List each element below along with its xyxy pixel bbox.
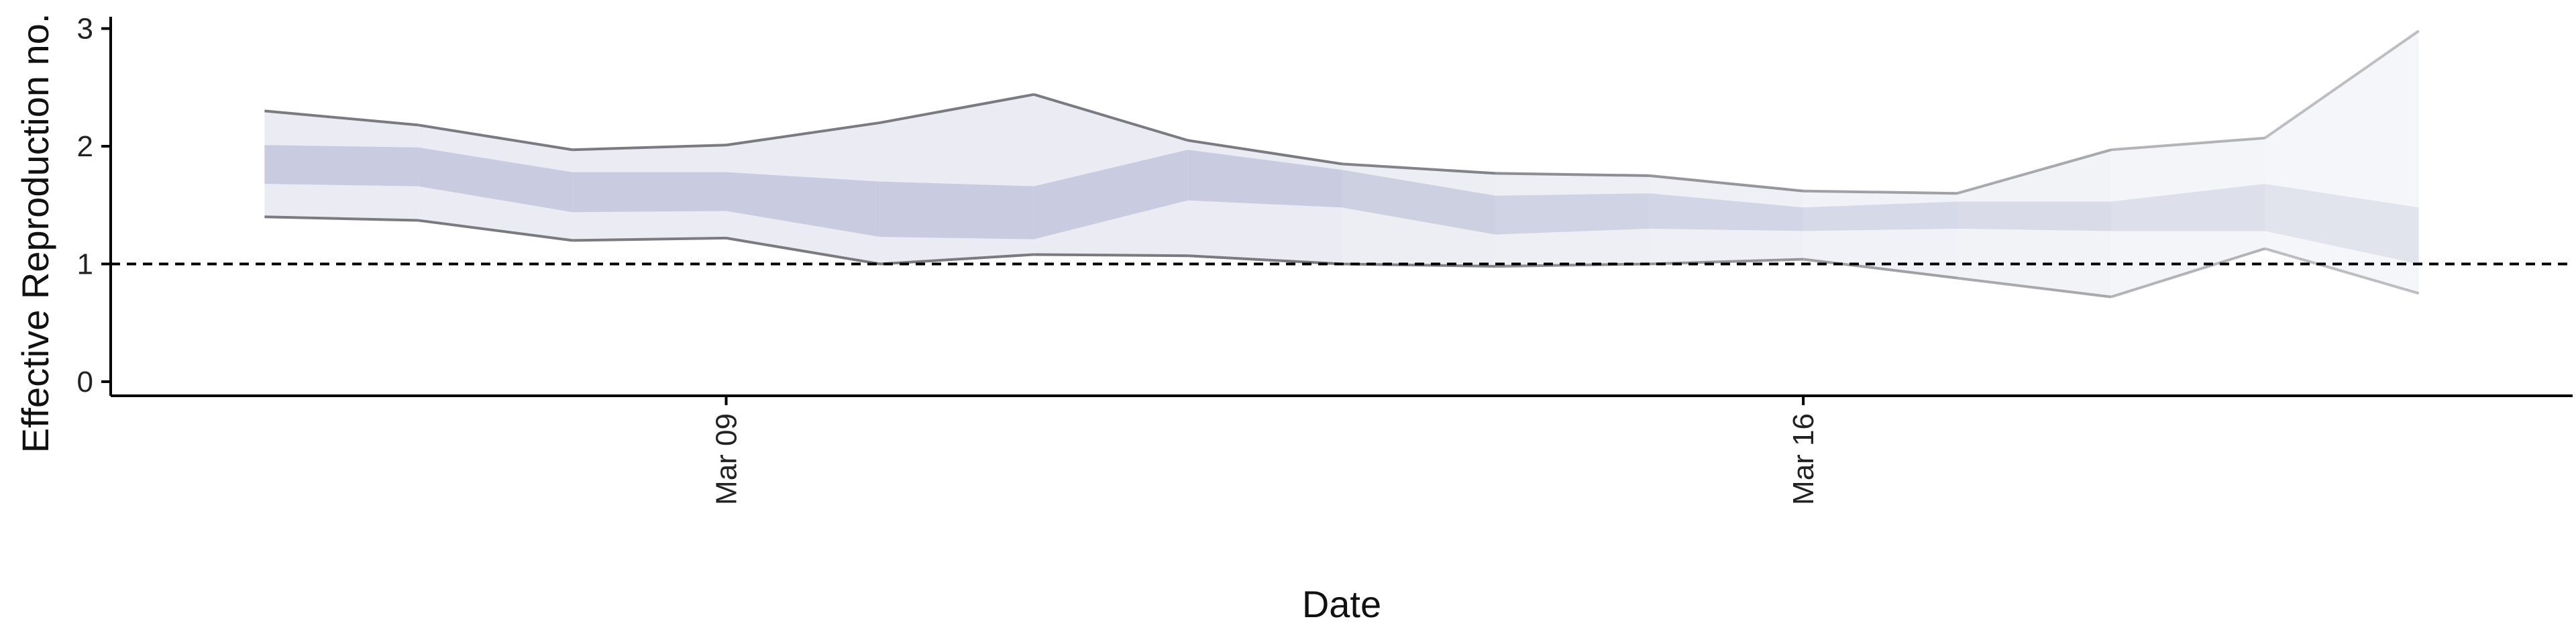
outer-band-segment [2110, 138, 2265, 297]
inner-band-segment [1649, 193, 1804, 231]
inner-band-segment [264, 145, 419, 186]
lower-bound-line-segment [1495, 262, 1650, 268]
upper-bound-line-segment [1803, 189, 1957, 195]
lower-bound-line-segment [879, 253, 1034, 266]
y-axis-title: Effective Reproduction no. [14, 13, 56, 453]
interval-bound-lines [264, 30, 2420, 299]
upper-bound-line-segment [264, 109, 419, 127]
x-tick-label: Mar 09 [710, 413, 743, 505]
y-tick-label: 3 [77, 13, 93, 46]
upper-bound-line-segment [2264, 30, 2420, 140]
inner-band-segment [1957, 201, 2111, 231]
y-tick-label: 1 [77, 248, 93, 280]
lower-bound-line-segment [1803, 258, 1957, 280]
y-tick-label: 0 [77, 366, 93, 398]
upper-bound-line-segment [418, 123, 573, 152]
inner-band-segment [572, 172, 727, 213]
upper-bound-line-segment [2110, 136, 2265, 152]
inner-band-segment [1803, 201, 1957, 231]
inner-band-segment [1187, 150, 1342, 208]
lower-bound-line-segment [264, 215, 419, 222]
lower-bound-line-segment [726, 236, 881, 266]
y-axis-ticks: 0 1 2 3 [77, 13, 111, 398]
outer-band-segment [2265, 31, 2419, 294]
lower-bound-line-segment [418, 219, 573, 242]
inner-band-segment [879, 181, 1034, 239]
inner-band-segment [726, 172, 880, 237]
upper-bound-line-segment [1341, 162, 1496, 175]
inner-band-segment [1034, 150, 1188, 239]
inner-band-segment [1495, 193, 1650, 235]
upper-bound-line-segment [879, 93, 1034, 124]
upper-bound-line-segment [1033, 93, 1189, 142]
lower-bound-line-segment [572, 236, 727, 242]
upper-bound-line-segment [1495, 172, 1650, 177]
upper-bound-line-segment [572, 144, 727, 152]
upper-bound-line-segment [726, 121, 881, 147]
x-axis-ticks: Mar 09 Mar 16 [710, 396, 1820, 505]
x-axis-title: Date [1302, 583, 1381, 625]
x-tick-label: Mar 16 [1787, 413, 1820, 505]
lower-bound-line-segment [2110, 247, 2265, 299]
inner-band-segment [1342, 170, 1496, 235]
upper-bound-line-segment [1956, 148, 2112, 195]
lower-bound-line-segment [1957, 276, 2112, 299]
inner-band-segment [2110, 184, 2265, 231]
upper-bound-line-segment [1649, 174, 1804, 193]
lower-bound-line-segment [1034, 253, 1188, 258]
lower-bound-line-segment [2264, 247, 2420, 295]
credible-interval-bands [264, 31, 2419, 297]
lower-bound-line-segment [1187, 254, 1342, 266]
axes [109, 17, 2573, 397]
inner-band-segment [418, 147, 573, 213]
y-tick-label: 2 [77, 130, 93, 163]
upper-bound-line-segment [1187, 139, 1342, 166]
inner-band-segment [2265, 184, 2419, 264]
